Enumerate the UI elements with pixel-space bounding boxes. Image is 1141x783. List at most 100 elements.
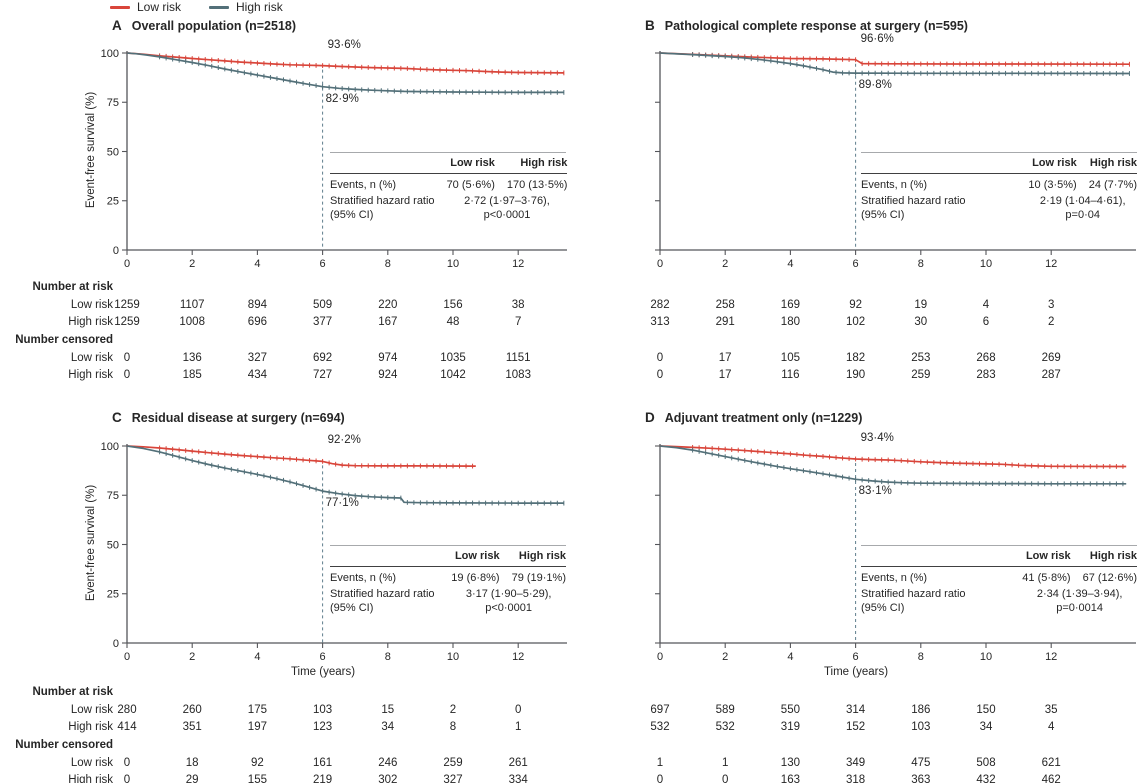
x-tick-label: 2 [722, 651, 728, 663]
inset-hazard-ratio-value-line2: p<0·0001 [483, 208, 531, 221]
x-tick-label: 12 [1045, 258, 1057, 270]
risk-cell: 414 [117, 721, 137, 733]
km-curve-low-risk [126, 52, 564, 74]
x-tick-label: 6 [853, 258, 859, 270]
risk-cell: 246 [378, 757, 398, 769]
km-plot-D: 0 2 4 6 8 10 12 [655, 444, 1136, 663]
inset-spacer [861, 156, 1016, 170]
inset-hazard-ratio-value-line1: 3·17 (1·90–5·29), [465, 587, 552, 600]
y-tick-label: 100 [101, 441, 119, 453]
inset-events-low-risk: 41 (5·8%) [1022, 572, 1071, 585]
risk-cell: 186 [911, 704, 931, 716]
y-tick-label: 100 [101, 48, 119, 60]
y-tick-label: 0 [113, 638, 119, 650]
inset-hazard-ratio-label-line2: (95% CI) [861, 208, 905, 221]
risk-cell: 0 [656, 352, 664, 364]
risk-cell: 167 [378, 316, 398, 328]
x-tick-label: 4 [254, 651, 260, 663]
panel-b-title-text: Pathological complete response at surger… [664, 19, 968, 33]
risk-cell: 259 [911, 369, 931, 381]
risk-cell: 0 [514, 704, 522, 716]
inset-header-low-risk: Low risk [1032, 157, 1077, 169]
inset-hazard-ratio-value-line2: p<0·0001 [485, 601, 533, 614]
inset-spacer [330, 156, 435, 170]
risk-cell: 220 [378, 299, 398, 311]
inset-events-label: Events, n (%) [330, 572, 397, 585]
risk-cell: 327 [443, 774, 463, 783]
risk-cell: 2 [1047, 316, 1055, 328]
inset-hazard-ratio-label-line2: (95% CI) [330, 601, 374, 614]
risk-cell: 161 [313, 757, 333, 769]
risk-cell: 102 [846, 316, 866, 328]
annotation-low-risk-D: 93·4% [860, 432, 894, 444]
risk-cell: 351 [182, 721, 202, 733]
x-tick-label: 2 [189, 258, 195, 270]
risk-cell: 621 [1041, 757, 1061, 769]
legend: Low risk High risk [110, 0, 283, 14]
risk-cell: 318 [846, 774, 866, 783]
x-tick-label: 0 [124, 651, 130, 663]
panel-a-letter: A [112, 18, 122, 33]
risk-cell: 15 [381, 704, 395, 716]
x-tick-label: 10 [447, 258, 459, 270]
risk-cell: 92 [250, 757, 264, 769]
km-curve-low-risk [659, 445, 1127, 468]
km-curve-high-risk [126, 445, 564, 504]
risk-cell: 0 [721, 774, 729, 783]
risk-cell: 182 [846, 352, 866, 364]
inset-table-D: Low risk High risk Events, n (%) 41 (5·8%) 6… [861, 545, 1137, 615]
x-tick-label: 10 [980, 651, 992, 663]
risk-cell: 1 [656, 757, 664, 769]
risk-cell: 152 [846, 721, 866, 733]
risk-cell: 1042 [440, 369, 466, 381]
annotation-low-risk-C: 92·2% [327, 434, 361, 447]
risk-cell: 29 [185, 774, 199, 783]
risk-cell: 894 [247, 299, 267, 311]
risk-cell: 291 [715, 316, 735, 328]
inset-table-C: Low risk High risk Events, n (%) 19 (6·8%) 7… [330, 545, 566, 615]
inset-table-B: Low risk High risk Events, n (%) 10 (3·5%) 2… [861, 152, 1137, 222]
inset-header-high-risk: High risk [518, 550, 566, 562]
x-tick-label: 6 [320, 258, 326, 270]
risk-cell: 4 [1047, 721, 1055, 733]
risk-cell: 532 [650, 721, 670, 733]
risk-cell: 260 [182, 704, 202, 716]
risk-cell: 169 [780, 299, 800, 311]
risk-cell: 314 [846, 704, 866, 716]
risk-cell: 1107 [179, 299, 205, 311]
risk-cell: 103 [911, 721, 931, 733]
risk-cell: 17 [718, 352, 732, 364]
risk-cell: 327 [247, 352, 267, 364]
risk-cell: 0 [656, 774, 664, 783]
risk-cell: 1 [514, 721, 522, 733]
risk-cell: 163 [780, 774, 800, 783]
inset-events-high-risk: 67 (12·6%) [1082, 572, 1137, 585]
risk-cell: 123 [313, 721, 333, 733]
risk-cell: 313 [650, 316, 670, 328]
inset-header-high-risk: High risk [520, 157, 568, 169]
inset-hazard-ratio-label-line1: Stratified hazard ratio [330, 194, 435, 207]
risk-cell: 8 [449, 721, 457, 733]
inset-grid-C: Low risk High risk Events, n (%) 19 (6·8%) 7… [330, 549, 566, 615]
inset-hazard-ratio-value-line1: 2·19 (1·04–4·61), [1039, 194, 1126, 207]
y-tick-label: 75 [107, 97, 119, 109]
risk-cell: 974 [378, 352, 398, 364]
risk-cell: 18 [185, 757, 199, 769]
inset-hazard-ratio-value-line1: 2·72 (1·97–3·76), [464, 194, 550, 207]
risk-cell: 0 [123, 774, 131, 783]
risk-cell: 475 [911, 757, 931, 769]
risk-cell: 4 [982, 299, 990, 311]
risk-cell: 282 [650, 299, 670, 311]
risk-cell: 532 [715, 721, 735, 733]
inset-hazard-ratio-value: 2·34 (1·39–3·94), p=0·0014 [1022, 587, 1137, 616]
risk-cell: 185 [182, 369, 202, 381]
annotation-high-risk-D: 83·1% [858, 485, 892, 498]
risk-cell: 1 [721, 757, 729, 769]
inset-hazard-ratio-label-line1: Stratified hazard ratio [861, 194, 966, 207]
x-tick-label: 0 [124, 258, 130, 270]
risk-cell: 34 [979, 721, 993, 733]
risk-cell: 38 [511, 299, 525, 311]
legend-label-high-risk: High risk [236, 0, 283, 14]
inset-events-low-risk: 10 (3·5%) [1028, 179, 1077, 192]
